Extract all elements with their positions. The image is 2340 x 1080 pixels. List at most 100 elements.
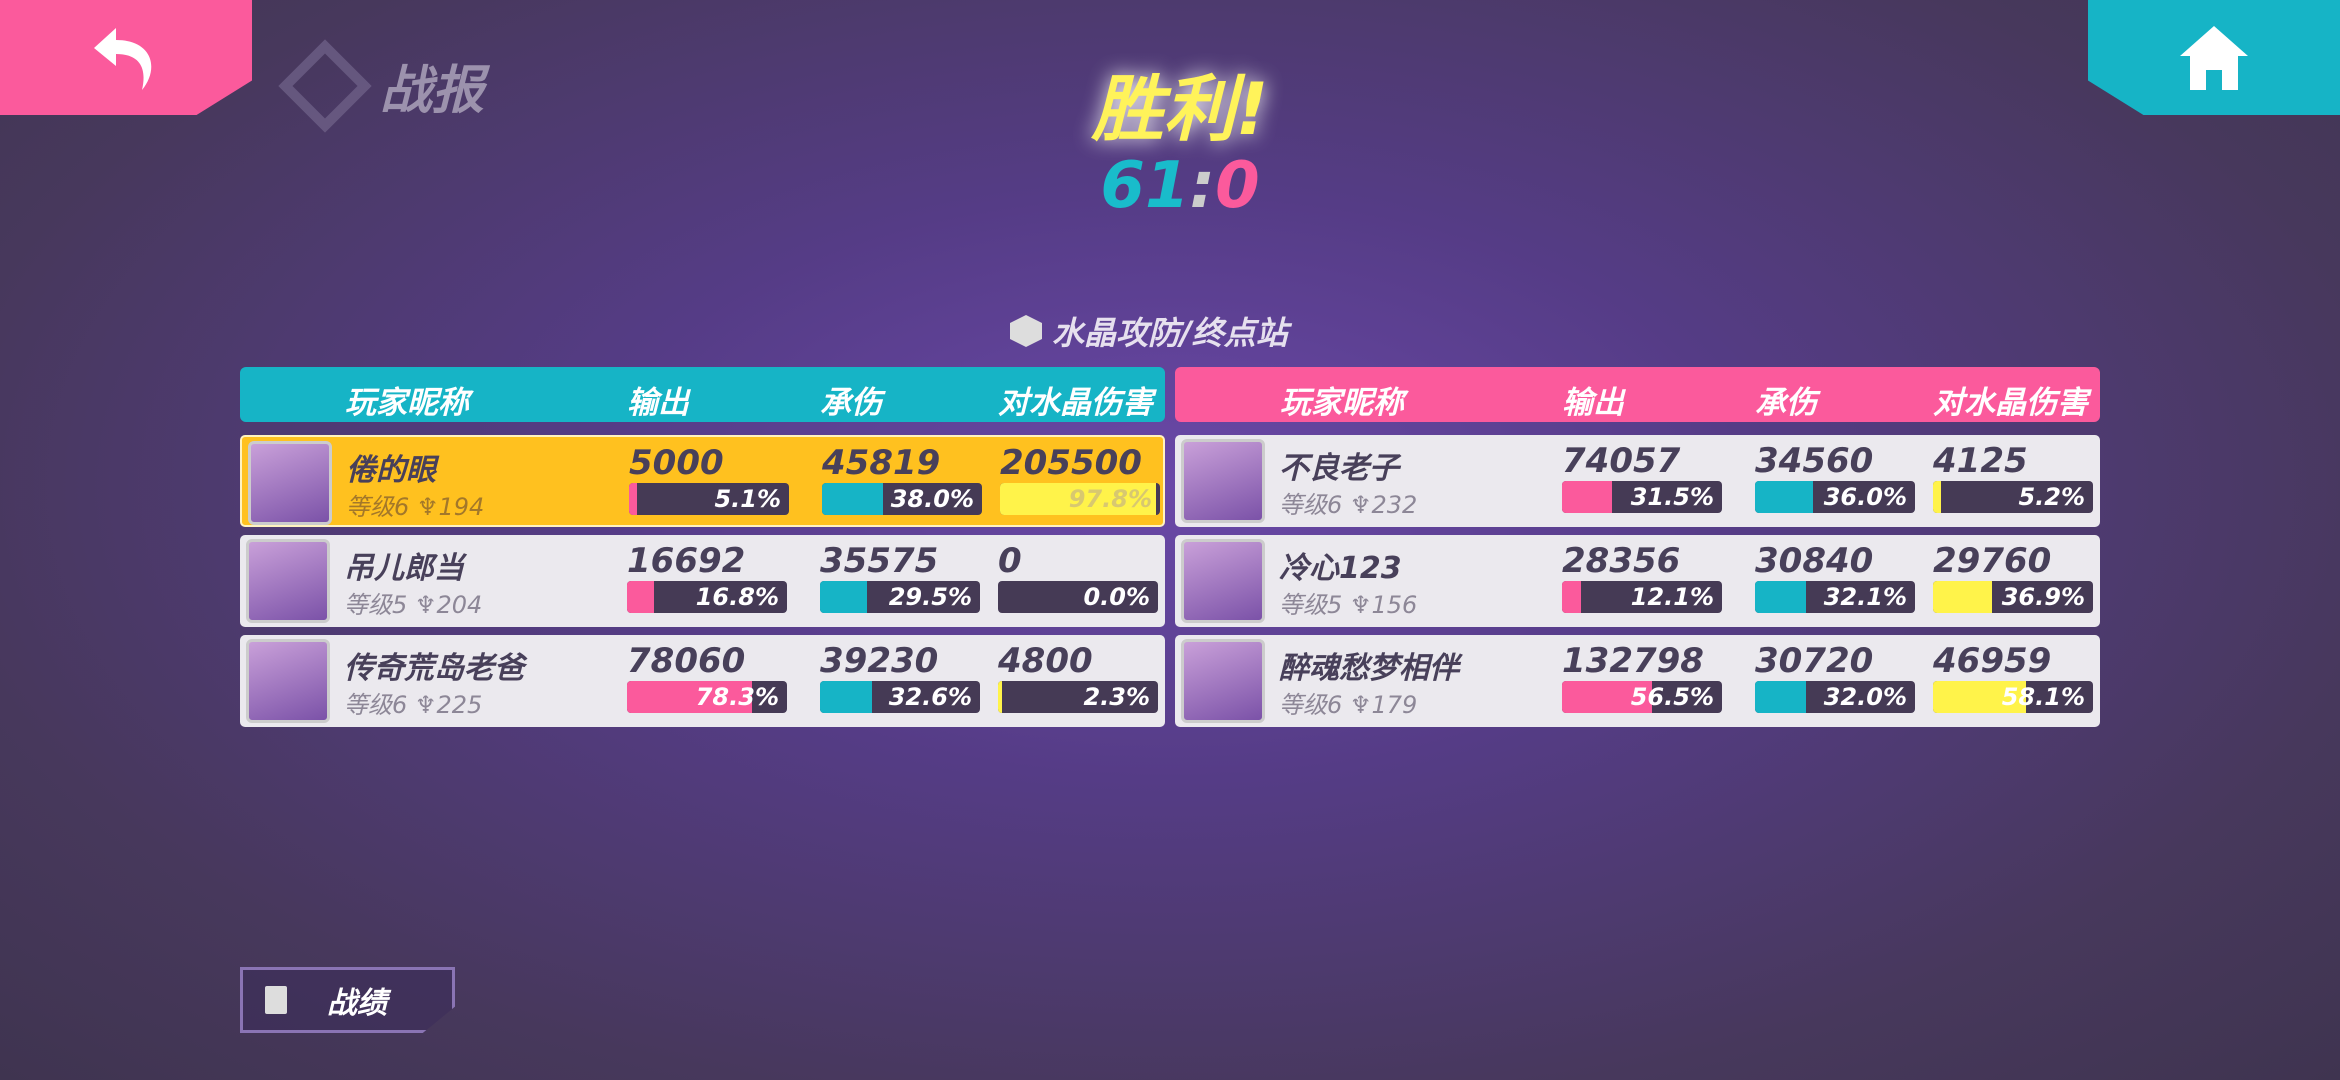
table-header: 玩家昵称 输出 承伤 对水晶伤害	[240, 367, 1165, 422]
level-text: 等级6	[1279, 491, 1343, 519]
player-name: 传奇荒岛老爸	[344, 651, 524, 686]
crystal-bar-fill	[1000, 483, 1157, 515]
score-separator: :	[1189, 149, 1216, 223]
player-name: 不良老子	[1279, 451, 1399, 486]
output-bar: 56.5%	[1562, 681, 1722, 713]
player-row[interactable]: 冷心123 等级5 ♆156 28356 12.1% 30840 32.1% 2976…	[1175, 535, 2100, 627]
player-avatar	[1181, 539, 1265, 623]
level-text: 等级6	[1279, 691, 1343, 719]
crystal-bar: 58.1%	[1933, 681, 2093, 713]
game-mode: 水晶攻防/终点站	[1010, 308, 1288, 354]
crystal-value: 0	[998, 541, 1022, 581]
output-bar-fill	[629, 483, 638, 515]
output-bar-fill	[627, 681, 753, 713]
taken-percent: 38.0%	[890, 485, 974, 513]
taken-value: 35575	[820, 541, 939, 581]
output-percent: 56.5%	[1630, 683, 1714, 711]
title-text: 战报	[380, 61, 485, 121]
crystal-percent: 5.2%	[2018, 483, 2085, 511]
level-text: 等级6	[346, 493, 410, 521]
level-text: 等级5	[344, 591, 408, 619]
red-team-table: 玩家昵称 输出 承伤 对水晶伤害 不良老子 等级6 ♆232 74057 31.5% 34…	[1175, 367, 2100, 727]
crystal-percent: 97.8%	[1068, 485, 1152, 513]
player-avatar	[248, 441, 332, 525]
output-bar: 16.8%	[627, 581, 787, 613]
crystal-bar-fill	[1933, 581, 1993, 613]
output-percent: 5.1%	[714, 485, 781, 513]
player-level: 等级5 ♆156	[1279, 585, 1417, 620]
column-header: 输出	[627, 385, 689, 421]
mode-label: 水晶攻防/终点站	[1052, 314, 1288, 352]
taken-bar: 32.6%	[820, 681, 980, 713]
taken-value: 39230	[820, 641, 939, 681]
crystal-bar-fill	[1933, 481, 1942, 513]
player-name: 吊儿郎当	[344, 551, 464, 586]
player-row[interactable]: 传奇荒岛老爸 等级6 ♆225 78060 78.3% 39230 32.6% 480…	[240, 635, 1165, 727]
column-header: 玩家昵称	[345, 385, 469, 421]
player-level: 等级6 ♆232	[1279, 485, 1417, 520]
home-button[interactable]	[2088, 0, 2340, 115]
output-bar: 78.3%	[627, 681, 787, 713]
record-button[interactable]: 战绩	[240, 967, 455, 1033]
level-text: 等级6	[344, 691, 408, 719]
player-name: 醉魂愁梦相伴	[1279, 651, 1459, 686]
player-level: 等级5 ♆204	[344, 585, 482, 620]
output-bar-fill	[627, 581, 654, 613]
column-header: 玩家昵称	[1280, 385, 1404, 421]
trophy-icon: ♆	[1349, 491, 1372, 519]
crystal-value: 4800	[998, 641, 1093, 681]
output-value: 16692	[627, 541, 746, 581]
taken-value: 30720	[1755, 641, 1874, 681]
column-header: 对水晶伤害	[1933, 385, 2088, 421]
trophy-count: 179	[1371, 691, 1418, 719]
crystal-value: 205500	[1000, 443, 1142, 483]
trophy-count: 225	[436, 691, 483, 719]
player-row[interactable]: 吊儿郎当 等级5 ♆204 16692 16.8% 35575 29.5% 0 0.0…	[240, 535, 1165, 627]
output-bar-fill	[1562, 581, 1582, 613]
back-button[interactable]	[0, 0, 252, 115]
output-bar: 31.5%	[1562, 481, 1722, 513]
player-level: 等级6 ♆179	[1279, 685, 1417, 720]
crystal-value: 29760	[1933, 541, 2052, 581]
score-right: 0	[1215, 149, 1260, 223]
crystal-bar-fill	[1933, 681, 2026, 713]
output-bar-fill	[1562, 681, 1653, 713]
crystal-value: 4125	[1933, 441, 2028, 481]
player-avatar	[246, 639, 330, 723]
player-level: 等级6 ♆194	[346, 487, 484, 522]
output-value: 78060	[627, 641, 746, 681]
output-value: 74057	[1562, 441, 1681, 481]
taken-bar-fill	[820, 681, 873, 713]
player-avatar	[246, 539, 330, 623]
trophy-icon: ♆	[1349, 591, 1372, 619]
crystal-bar: 97.8%	[1000, 483, 1160, 515]
taken-value: 34560	[1755, 441, 1874, 481]
player-row[interactable]: 不良老子 等级6 ♆232 74057 31.5% 34560 36.0% 4125 …	[1175, 435, 2100, 527]
player-avatar	[1181, 439, 1265, 523]
player-level: 等级6 ♆225	[344, 685, 482, 720]
trophy-icon: ♆	[414, 691, 437, 719]
output-percent: 31.5%	[1630, 483, 1714, 511]
column-header: 承伤	[1755, 385, 1817, 421]
document-icon	[265, 986, 287, 1014]
taken-bar: 32.0%	[1755, 681, 1915, 713]
taken-bar: 36.0%	[1755, 481, 1915, 513]
player-row[interactable]: 醉魂愁梦相伴 等级6 ♆179 132798 56.5% 30720 32.0% 46…	[1175, 635, 2100, 727]
crystal-value: 46959	[1933, 641, 2052, 681]
crystal-bar: 0.0%	[998, 581, 1158, 613]
output-value: 5000	[629, 443, 724, 483]
crystal-bar: 36.9%	[1933, 581, 2093, 613]
player-avatar	[1181, 639, 1265, 723]
taken-bar-fill	[1755, 681, 1807, 713]
page-title: 战报	[278, 38, 485, 133]
column-header: 对水晶伤害	[998, 385, 1153, 421]
crystal-percent: 0.0%	[1083, 583, 1150, 611]
score-left: 61	[1100, 149, 1190, 223]
trophy-count: 232	[1371, 491, 1418, 519]
output-value: 132798	[1562, 641, 1704, 681]
crystal-bar: 5.2%	[1933, 481, 2093, 513]
taken-bar-fill	[1755, 481, 1813, 513]
trophy-icon: ♆	[414, 591, 437, 619]
player-row[interactable]: 倦的眼 等级6 ♆194 5000 5.1% 45819 38.0% 205500 9…	[240, 435, 1165, 527]
crystal-percent: 2.3%	[1083, 683, 1150, 711]
